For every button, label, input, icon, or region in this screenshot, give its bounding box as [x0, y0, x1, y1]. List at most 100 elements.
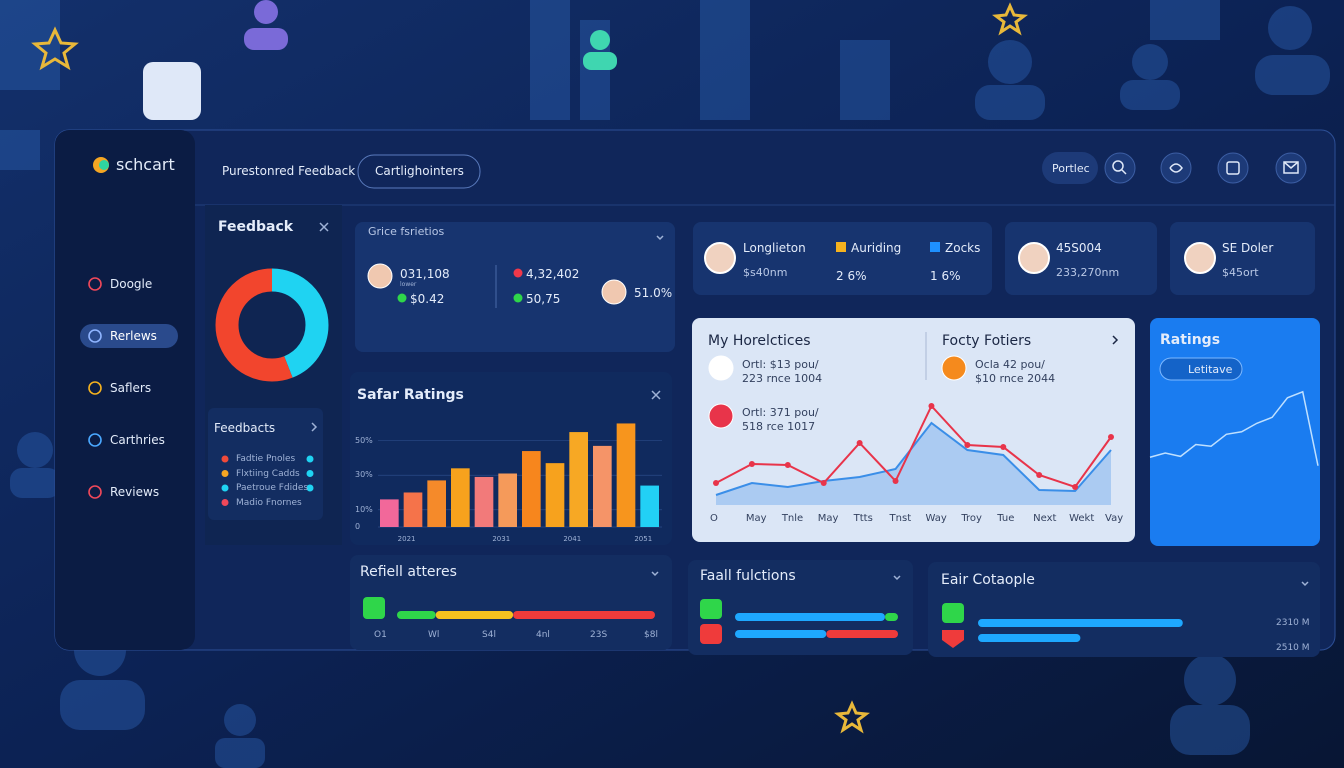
- progress-segment: [397, 611, 436, 619]
- list-item: Fadtie Pnoles: [236, 454, 296, 464]
- heart-icon: [942, 630, 964, 648]
- bar: [380, 499, 399, 527]
- stat-card: [1170, 222, 1315, 295]
- progress-segment: [884, 613, 898, 621]
- header-tab[interactable]: Purestonred Feedback: [222, 164, 356, 178]
- axis-label: 23S: [590, 630, 608, 640]
- list-dot: [306, 484, 314, 492]
- entry-line: 518 rce 1017: [742, 420, 816, 433]
- progress-segment: [735, 613, 885, 621]
- x-tick-label: Way: [925, 513, 947, 524]
- point: [964, 442, 971, 448]
- feedback-title: Feedback: [218, 219, 294, 235]
- header-button-label[interactable]: Cartlighointers: [375, 164, 464, 178]
- header-button[interactable]: [357, 154, 481, 189]
- stat-title: SE Doler: [1222, 241, 1274, 255]
- list-dot: [306, 455, 314, 463]
- progress-segment: [978, 634, 1081, 642]
- bar: [640, 485, 659, 527]
- panel-title: Eair Cotaople: [941, 572, 1035, 588]
- summary-value: 51.0%: [634, 286, 673, 300]
- point: [820, 480, 827, 486]
- decor-avatar: [244, 28, 288, 50]
- sidebar: [55, 130, 195, 650]
- progress-segment: [826, 630, 898, 638]
- nav-icon: [88, 381, 102, 395]
- x-tick-label: 2031: [492, 535, 511, 543]
- bar: [593, 445, 612, 527]
- nav-item: Doogle: [110, 277, 153, 291]
- summary-panel: [355, 222, 675, 352]
- list-item: Paetroue Fdides: [236, 483, 309, 493]
- x-tick-label: 2021: [397, 535, 416, 543]
- x-tick-label: Tue: [997, 513, 1015, 524]
- bar: [427, 480, 446, 527]
- entry-line: Ortl: $13 pou/: [742, 358, 819, 371]
- x-tick-label: Tnle: [781, 513, 804, 524]
- y-tick-label: 30%: [355, 470, 373, 480]
- link-icon[interactable]: [1160, 152, 1192, 184]
- trend-panel: [692, 318, 1135, 542]
- x-tick-label: Troy: [961, 513, 982, 524]
- avatar: [704, 242, 736, 274]
- progress-segment: [978, 619, 1183, 627]
- ratings-button[interactable]: [1159, 357, 1243, 381]
- bag-icon[interactable]: [1217, 152, 1249, 184]
- entry-line: Ocla 42 pou/: [975, 358, 1045, 371]
- entry-icon: [941, 355, 967, 381]
- bar: [403, 492, 423, 527]
- list-bullet: [221, 455, 229, 463]
- x-tick-label: Ttts: [853, 513, 873, 524]
- stat-sub: $45ort: [1222, 266, 1259, 279]
- summary-title: Grice fsrietios: [368, 225, 445, 238]
- nav-active: [80, 324, 178, 348]
- legend-swatch: [930, 242, 940, 252]
- brand-logo: [99, 160, 109, 170]
- stat-sub: $s40nm: [743, 266, 788, 279]
- summary-sub: lower: [400, 281, 417, 288]
- progress-segment: [735, 630, 827, 638]
- check-icon: [363, 597, 385, 619]
- legend-label: Auriding: [851, 241, 902, 255]
- y-tick-label: 10%: [355, 504, 373, 514]
- ratings-button-label[interactable]: Letitave: [1188, 363, 1233, 376]
- bar: [522, 451, 541, 527]
- x-tick-label: May: [817, 513, 839, 524]
- bar: [569, 432, 588, 527]
- list-item: Madio Fnornes: [236, 497, 302, 508]
- axis-label: O1: [374, 630, 387, 640]
- donut-segment: [215, 268, 329, 382]
- flag-icon: [700, 624, 722, 644]
- progress-segment: [435, 611, 514, 619]
- axis-label: 2310 M: [1276, 618, 1310, 628]
- header-pill[interactable]: [1042, 152, 1098, 184]
- bar: [545, 463, 565, 527]
- decor-tile: [143, 62, 201, 120]
- axis-label: S4l: [482, 630, 496, 640]
- bar-title: Safar Ratings: [357, 387, 464, 403]
- x-tick-label: Next: [1033, 513, 1057, 524]
- ratings-title: Ratings: [1160, 332, 1221, 348]
- stat-card: [1005, 222, 1157, 295]
- y-tick-label: 0: [355, 522, 361, 531]
- feedbacks-card: [208, 408, 323, 520]
- bar: [498, 473, 517, 527]
- legend-label: Zocks: [945, 241, 981, 255]
- summary-value: 50,75: [526, 292, 561, 306]
- line: [715, 404, 1112, 489]
- stat-sub: 233,270nm: [1056, 266, 1120, 279]
- point: [784, 462, 791, 468]
- stat-title: Longlieton: [743, 241, 806, 255]
- search-icon[interactable]: [1104, 152, 1136, 184]
- avatar: [1018, 242, 1050, 274]
- status-dot: [397, 293, 407, 303]
- list-dot: [306, 470, 314, 477]
- summary-value: $0.42: [410, 292, 445, 306]
- point: [928, 403, 935, 409]
- line: [715, 421, 1112, 496]
- x-tick-label: 2051: [634, 535, 653, 543]
- header-pill-label[interactable]: Portlec: [1052, 162, 1090, 175]
- decor-avatar: [583, 52, 617, 70]
